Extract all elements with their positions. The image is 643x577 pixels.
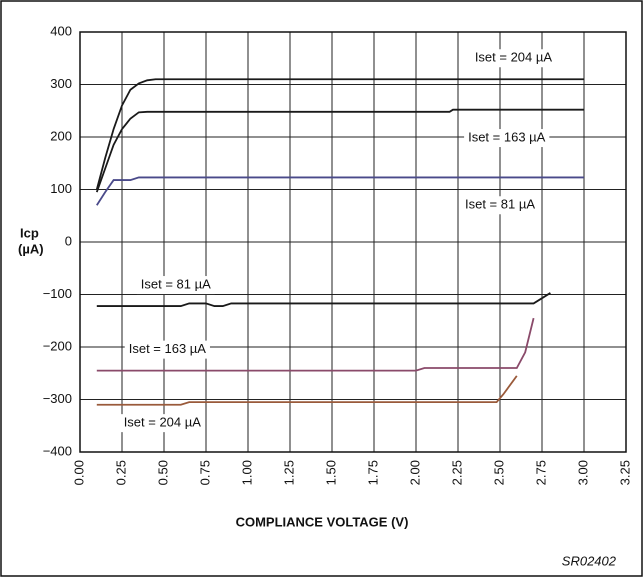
x-tick-label: 2.75 (533, 460, 548, 485)
y-tick-label: 300 (50, 76, 72, 91)
x-tick-label: 3.25 (617, 460, 632, 485)
label-background (119, 414, 205, 433)
figure-code: SR02402 (562, 553, 617, 568)
x-tick-label: 1.75 (365, 460, 380, 485)
x-tick-label: 2.50 (491, 460, 506, 485)
y-tick-label: 200 (50, 128, 72, 143)
y-axis-label: (µA) (18, 241, 44, 256)
series-label: Iset = 204 µA (124, 415, 202, 430)
y-tick-label: −200 (43, 338, 72, 353)
series-line (96, 176, 584, 206)
y-tick-label: 400 (50, 23, 72, 38)
y-tick-label: −300 (43, 391, 72, 406)
label-background (470, 49, 557, 68)
x-axis-label: COMPLIANCE VOLTAGE (V) (236, 514, 409, 529)
x-tick-label: 2.00 (407, 460, 422, 485)
series-line (95, 108, 584, 193)
x-tick-label: 1.00 (239, 460, 254, 485)
series-line (95, 78, 584, 190)
x-tick-label: 2.25 (449, 460, 464, 485)
series-line (96, 317, 535, 372)
series-line (96, 292, 551, 307)
series-label: Iset = 81 µA (465, 197, 535, 212)
y-tick-label: 100 (50, 181, 72, 196)
x-tick-label: 3.00 (575, 460, 590, 485)
label-background (460, 196, 540, 215)
label-background (136, 276, 215, 295)
label-background (124, 340, 210, 359)
series-label: Iset = 81 µA (141, 276, 211, 291)
x-tick-label: 1.25 (281, 460, 296, 485)
y-tick-label: −400 (43, 443, 72, 458)
x-tick-label: 0.00 (71, 460, 86, 485)
x-tick-label: 0.25 (113, 460, 128, 485)
series-label: Iset = 163 µA (468, 129, 546, 144)
y-axis-label: Icp (20, 225, 39, 240)
series-label: Iset = 204 µA (475, 50, 553, 65)
label-background (464, 129, 550, 148)
x-tick-label: 1.50 (323, 460, 338, 485)
series-line (96, 375, 518, 406)
y-tick-label: −100 (43, 286, 72, 301)
x-tick-label: 0.50 (155, 460, 170, 485)
plot-border (79, 31, 627, 453)
series-label: Iset = 163 µA (129, 341, 207, 356)
x-tick-label: 0.75 (197, 460, 212, 485)
y-tick-label: 0 (65, 233, 72, 248)
